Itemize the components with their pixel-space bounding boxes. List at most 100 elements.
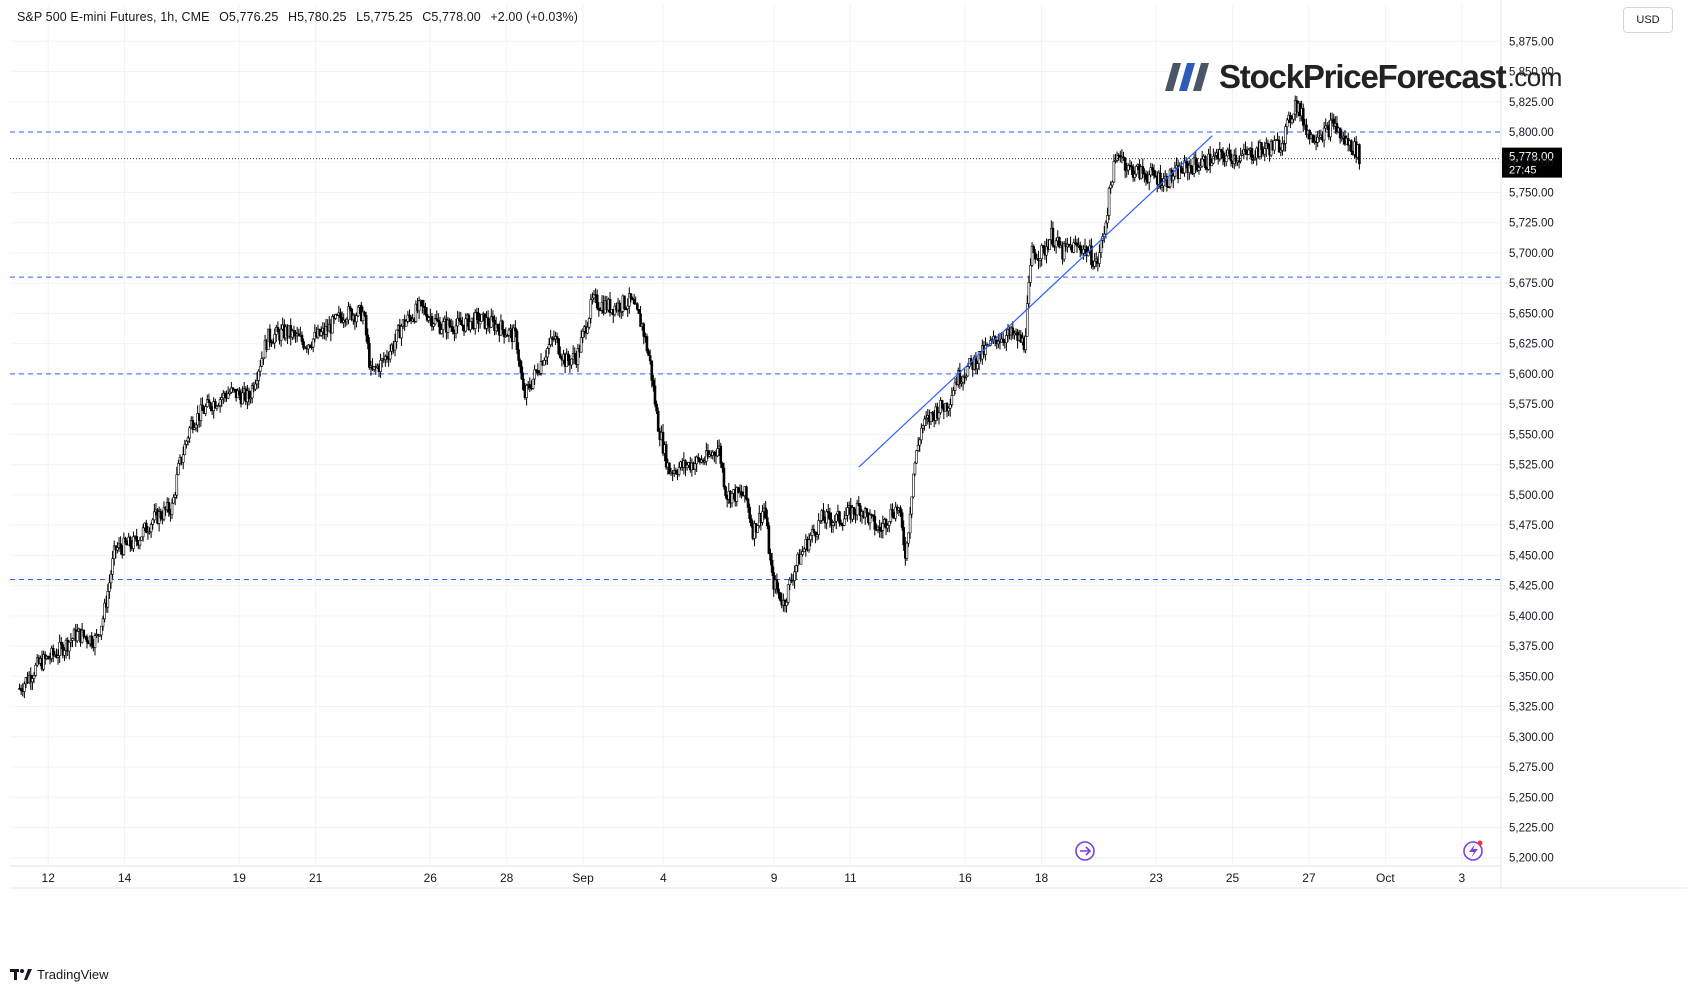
candle[interactable] (859, 503, 862, 522)
candle[interactable] (531, 378, 535, 390)
candle[interactable] (101, 615, 105, 631)
candle[interactable] (623, 295, 626, 311)
candle[interactable] (63, 647, 66, 662)
candle[interactable] (629, 293, 633, 303)
candle[interactable] (1192, 153, 1196, 178)
candle[interactable] (279, 324, 283, 347)
candle[interactable] (1098, 244, 1101, 268)
candle[interactable] (1135, 164, 1138, 177)
candle[interactable] (544, 349, 548, 365)
candle[interactable] (624, 307, 628, 311)
candle[interactable] (1282, 140, 1286, 152)
candle[interactable] (1011, 321, 1015, 340)
candle[interactable] (1311, 134, 1315, 144)
candle[interactable] (1030, 242, 1034, 267)
candle[interactable] (940, 399, 944, 410)
candle[interactable] (1165, 173, 1169, 192)
candle[interactable] (175, 466, 179, 499)
candle[interactable] (1290, 115, 1294, 125)
candle[interactable] (331, 314, 334, 334)
candle[interactable] (597, 302, 601, 317)
candle[interactable] (454, 318, 458, 339)
candle[interactable] (250, 382, 254, 404)
candle[interactable] (132, 531, 135, 552)
candle[interactable] (67, 641, 71, 660)
candle[interactable] (881, 515, 885, 539)
candle[interactable] (549, 329, 552, 347)
candle[interactable] (1051, 221, 1055, 248)
candle[interactable] (188, 425, 191, 443)
candle[interactable] (1244, 141, 1247, 155)
candle[interactable] (865, 507, 869, 517)
candle[interactable] (1221, 147, 1225, 166)
candle[interactable] (1075, 238, 1079, 253)
candle[interactable] (814, 531, 817, 544)
candle[interactable] (270, 339, 273, 347)
candle[interactable] (1032, 244, 1035, 254)
candle[interactable] (347, 301, 350, 325)
candle[interactable] (512, 324, 516, 343)
candle[interactable] (945, 402, 949, 418)
candle[interactable] (1054, 237, 1058, 254)
candle[interactable] (648, 349, 652, 365)
candle[interactable] (905, 541, 909, 561)
candle[interactable] (300, 331, 304, 345)
candle[interactable] (1229, 149, 1233, 167)
candle[interactable] (47, 655, 50, 660)
candle[interactable] (1317, 129, 1321, 143)
candle[interactable] (173, 491, 177, 506)
candle[interactable] (1200, 150, 1204, 168)
candle[interactable] (348, 303, 352, 312)
candle[interactable] (1151, 163, 1154, 176)
candle[interactable] (809, 532, 812, 547)
candle[interactable] (1273, 135, 1276, 154)
candle[interactable] (1350, 139, 1353, 156)
candle[interactable] (713, 451, 716, 463)
candle[interactable] (777, 582, 780, 599)
candle[interactable] (1260, 141, 1263, 158)
candle[interactable] (368, 337, 371, 370)
candle[interactable] (438, 316, 442, 335)
candle[interactable] (831, 521, 835, 533)
candle[interactable] (51, 644, 55, 663)
candle[interactable] (319, 326, 323, 338)
candle[interactable] (138, 536, 142, 550)
candle[interactable] (546, 346, 549, 365)
candle[interactable] (456, 310, 459, 334)
candle[interactable] (852, 506, 856, 520)
candle[interactable] (522, 372, 525, 392)
candle[interactable] (915, 450, 918, 465)
candle[interactable] (693, 456, 697, 475)
candle[interactable] (879, 522, 883, 539)
candle[interactable] (334, 313, 337, 321)
candle[interactable] (515, 329, 519, 355)
candle[interactable] (393, 333, 397, 357)
candle[interactable] (1167, 186, 1170, 188)
candle[interactable] (586, 321, 589, 335)
candle[interactable] (193, 422, 196, 431)
candle[interactable] (1038, 258, 1042, 268)
candle[interactable] (631, 296, 634, 301)
candle[interactable] (257, 369, 260, 389)
candle[interactable] (1149, 162, 1153, 178)
candle[interactable] (1237, 156, 1241, 169)
candle[interactable] (567, 350, 570, 366)
candle[interactable] (655, 400, 658, 415)
candle[interactable] (496, 323, 500, 332)
candle[interactable] (1040, 243, 1043, 267)
candle[interactable] (364, 311, 368, 342)
candle[interactable] (1276, 132, 1279, 141)
candle[interactable] (812, 524, 816, 533)
candle[interactable] (56, 649, 60, 665)
candle[interactable] (581, 328, 585, 343)
candle[interactable] (778, 592, 782, 602)
candle[interactable] (59, 636, 63, 650)
candle[interactable] (98, 634, 102, 637)
candle[interactable] (1143, 168, 1146, 183)
candle[interactable] (363, 310, 366, 317)
candle[interactable] (1252, 154, 1255, 164)
candle[interactable] (141, 523, 145, 542)
candle[interactable] (435, 310, 439, 321)
candle[interactable] (921, 424, 925, 434)
candle[interactable] (231, 386, 235, 394)
